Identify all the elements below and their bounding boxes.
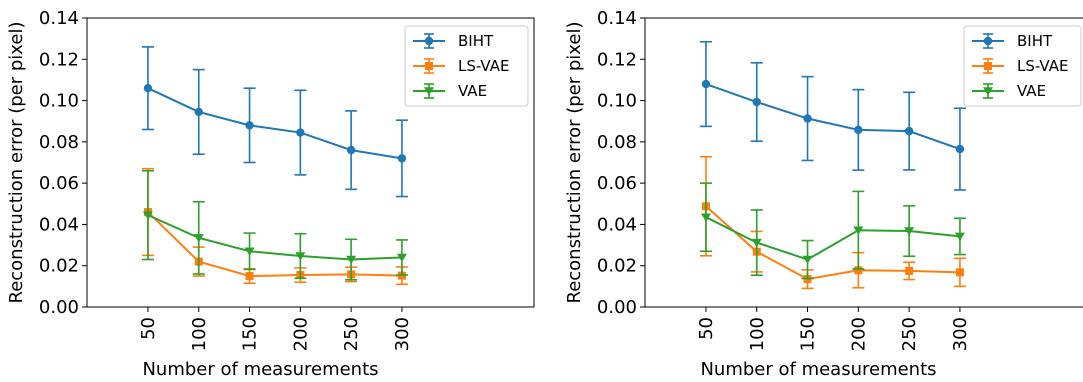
series-vae <box>699 182 966 280</box>
data-point <box>397 154 407 163</box>
data-point <box>296 128 305 137</box>
y-axis-title: Reconstruction error (per pixel) <box>6 22 27 304</box>
legend-marker <box>983 36 993 46</box>
y-tick-label: 0.10 <box>597 91 637 112</box>
series-biht <box>699 40 966 191</box>
data-point <box>346 255 357 265</box>
legend-marker <box>983 87 993 96</box>
series-line <box>705 216 961 261</box>
data-point <box>955 268 964 277</box>
legend-label: VAE <box>458 82 487 100</box>
series-line <box>705 205 960 281</box>
x-tick-label: 50 <box>696 317 717 340</box>
y-tick-label: 0.12 <box>39 49 79 70</box>
x-axis-title: Number of measurements <box>142 359 378 380</box>
data-point <box>245 272 254 281</box>
x-tick-label: 250 <box>341 317 362 351</box>
legend-box <box>404 25 529 107</box>
series-line <box>705 83 961 151</box>
data-point <box>803 114 812 123</box>
data-point <box>802 255 813 265</box>
y-tick-label: 0.04 <box>39 214 79 235</box>
series-line <box>147 214 402 261</box>
y-tick-label: 0.08 <box>39 132 79 153</box>
data-point <box>904 126 914 136</box>
x-tick-label: 150 <box>240 317 261 351</box>
y-tick-label: 0.00 <box>597 297 637 318</box>
y-tick-label: 0.10 <box>39 91 79 112</box>
y-tick-label: 0.08 <box>597 132 637 153</box>
legend: BIHT LS-VAE VAE <box>963 25 1082 107</box>
data-point <box>245 121 254 130</box>
data-point <box>904 227 915 236</box>
data-point <box>193 234 204 243</box>
series-vae <box>141 169 408 281</box>
x-tick-label: 200 <box>848 317 869 351</box>
series-ls-vae <box>141 167 408 286</box>
data-point <box>905 266 914 275</box>
data-point <box>346 145 356 155</box>
legend-label: LS-VAE <box>1017 57 1068 75</box>
data-point <box>295 252 306 261</box>
data-point <box>700 213 711 222</box>
y-axis-title: Reconstruction error (per pixel) <box>564 22 585 304</box>
plot-frame <box>86 17 535 308</box>
y-tick-label: 0.02 <box>597 256 637 277</box>
y-tick-label: 0.14 <box>597 8 637 29</box>
data-point <box>396 253 407 262</box>
legend-marker <box>424 87 434 96</box>
y-tick-label: 0.02 <box>39 256 79 277</box>
y-tick-label: 0.04 <box>597 214 637 235</box>
data-point <box>954 232 965 241</box>
chart-panel-2: 0.00 0.02 0.04 0.06 0.08 0.10 0.12 0.14 50 100 150… <box>564 8 1083 380</box>
x-tick-label: 100 <box>747 317 768 351</box>
x-tick-label: 300 <box>392 317 413 351</box>
legend-label: VAE <box>1017 82 1046 100</box>
chart-panel-1: 0.00 0.02 0.04 0.06 0.08 0.10 0.12 0.14 50 100 150… <box>6 8 535 380</box>
data-point <box>143 83 153 93</box>
series-line <box>147 211 402 278</box>
x-tick-label: 50 <box>138 317 159 340</box>
data-point <box>701 79 711 89</box>
legend-label: BIHT <box>458 32 494 50</box>
legend-marker <box>424 36 434 46</box>
x-tick-label: 250 <box>899 317 920 351</box>
data-point <box>751 238 762 248</box>
data-point <box>853 226 864 235</box>
legend-marker <box>425 62 433 70</box>
data-point <box>142 211 153 220</box>
legend-marker <box>984 62 992 70</box>
data-point <box>194 107 203 117</box>
data-point <box>752 97 761 107</box>
x-tick-label: 300 <box>950 317 971 351</box>
x-tick-label: 100 <box>189 317 210 351</box>
y-tick-label: 0.12 <box>597 49 637 70</box>
series-line <box>147 87 403 160</box>
data-point <box>854 125 863 135</box>
legend-label: BIHT <box>1017 32 1053 50</box>
y-tick-label: 0.14 <box>39 8 79 29</box>
data-point <box>955 144 965 154</box>
legend-label: LS-VAE <box>458 57 509 75</box>
y-tick-label: 0.00 <box>39 297 79 318</box>
y-tick-label: 0.06 <box>39 173 79 194</box>
y-tick-label: 0.06 <box>597 173 637 194</box>
series-biht <box>141 46 408 198</box>
data-point <box>854 266 863 275</box>
legend: BIHT LS-VAE VAE <box>404 25 529 107</box>
x-tick-label: 200 <box>290 317 311 351</box>
plot-frame <box>644 17 1083 308</box>
legend-box <box>963 25 1082 107</box>
data-point <box>244 247 255 256</box>
x-axis-title: Number of measurements <box>700 359 936 380</box>
series-ls-vae <box>699 155 966 290</box>
x-tick-label: 150 <box>798 317 819 351</box>
